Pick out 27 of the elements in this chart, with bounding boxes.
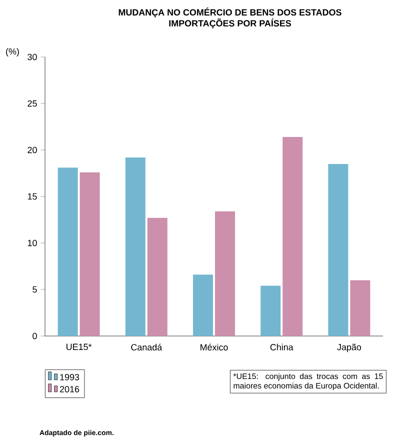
bar bbox=[58, 168, 78, 336]
x-tick-label: Japão bbox=[337, 344, 362, 352]
x-tick-label: México bbox=[200, 344, 228, 350]
bar bbox=[350, 280, 370, 336]
y-tick-label: 0 bbox=[32, 332, 37, 340]
y-axis-title: (%) bbox=[6, 48, 19, 56]
y-tick-label: 30 bbox=[28, 54, 37, 60]
x-tick-label: Canadá bbox=[131, 344, 162, 350]
bar bbox=[328, 164, 348, 336]
bar bbox=[80, 172, 100, 336]
bar bbox=[260, 286, 281, 336]
legend-label: 2016 bbox=[60, 386, 80, 392]
y-tick-label: 25 bbox=[28, 100, 37, 107]
bar bbox=[282, 136, 303, 336]
bar bbox=[147, 218, 168, 336]
bar bbox=[215, 211, 235, 336]
y-tick-label: 20 bbox=[28, 146, 37, 154]
bar bbox=[193, 274, 213, 336]
y-tick-label: 15 bbox=[28, 193, 37, 200]
chart-subtitle: IMPORTAÇÕES POR PAÍSES bbox=[169, 18, 292, 28]
legend-label: 1993 bbox=[60, 374, 80, 380]
x-tick-label: UE15* bbox=[66, 344, 92, 350]
bar bbox=[125, 157, 146, 336]
y-tick-label: 10 bbox=[28, 240, 37, 246]
chart-title: MUDANÇA NO COMÉRCIO DE BENS DOS ESTADOS bbox=[118, 8, 342, 18]
y-tick-label: 5 bbox=[32, 286, 37, 293]
x-tick-label: China bbox=[270, 344, 294, 350]
